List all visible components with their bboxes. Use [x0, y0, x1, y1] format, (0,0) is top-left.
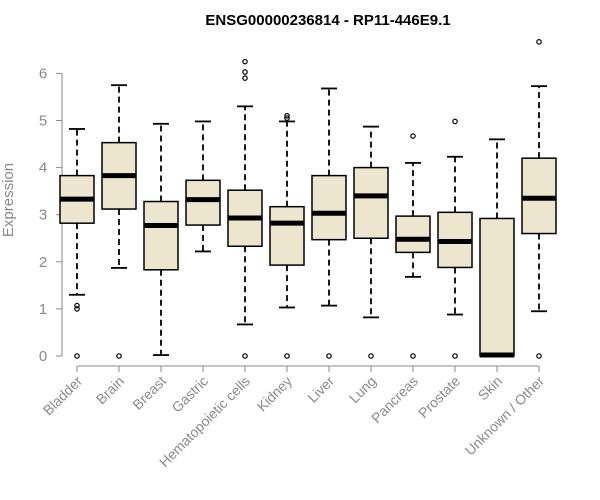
box-iqr — [143, 200, 179, 271]
outlier-point — [242, 58, 248, 65]
outlier-point — [116, 353, 122, 359]
box-group — [143, 122, 179, 356]
x-tick-label: Bladder — [40, 373, 86, 419]
box-group — [395, 133, 431, 359]
x-tick-label: Skin — [475, 373, 506, 404]
x-tick-label: Brain — [93, 373, 127, 407]
outlier-point — [74, 302, 80, 309]
y-tick-label: 5 — [39, 113, 47, 130]
box-iqr — [353, 166, 389, 240]
box-iqr — [185, 179, 221, 226]
box-group — [521, 39, 557, 359]
outlier-point — [536, 39, 542, 45]
x-tick-label: Kidney — [254, 373, 296, 415]
chart-title: ENSG00000236814 - RP11-446E9.1 — [205, 12, 450, 29]
box-iqr — [479, 217, 515, 357]
box-group — [479, 138, 515, 358]
box-group — [227, 58, 263, 359]
x-tick-label: Unknown / Other — [462, 373, 548, 459]
outlier-point — [284, 115, 290, 121]
outlier-point — [410, 133, 416, 139]
outlier-point — [284, 353, 290, 359]
y-tick-label: 0 — [39, 348, 47, 365]
outlier-point — [284, 112, 290, 119]
box-group — [185, 120, 221, 253]
outlier-point — [410, 353, 416, 359]
y-tick-label: 2 — [39, 254, 47, 271]
outlier-point — [242, 69, 248, 75]
outlier-point — [74, 306, 80, 312]
box-iqr — [311, 174, 347, 241]
outlier-point — [326, 353, 332, 359]
box-group — [353, 125, 389, 359]
outlier-point — [242, 353, 248, 359]
x-tick-label: Prostate — [415, 373, 463, 421]
box-iqr — [395, 215, 431, 254]
y-tick-label: 6 — [39, 65, 47, 82]
y-tick-label: 1 — [39, 301, 47, 318]
box-group — [437, 118, 473, 359]
box-group — [269, 112, 305, 359]
x-tick-label: Liver — [304, 373, 337, 406]
outlier-point — [74, 353, 80, 359]
x-tick-label: Lung — [346, 373, 379, 406]
x-tick-label: Pancreas — [368, 373, 421, 426]
outlier-point — [452, 353, 458, 359]
box-group — [101, 84, 137, 359]
box-iqr — [269, 205, 305, 266]
box-group — [311, 87, 347, 359]
y-tick-label: 4 — [39, 160, 47, 177]
outlier-point — [452, 118, 458, 125]
y-tick-label: 3 — [39, 207, 47, 224]
y-axis: 0 1 2 3 4 5 6 — [39, 65, 63, 365]
x-tick-label: Breast — [129, 373, 169, 413]
outlier-point — [242, 75, 248, 81]
outlier-point — [368, 353, 374, 359]
y-axis-label: Expression — [0, 163, 17, 237]
plot-area — [59, 39, 557, 359]
outlier-point — [536, 353, 542, 359]
box-group — [59, 128, 95, 359]
